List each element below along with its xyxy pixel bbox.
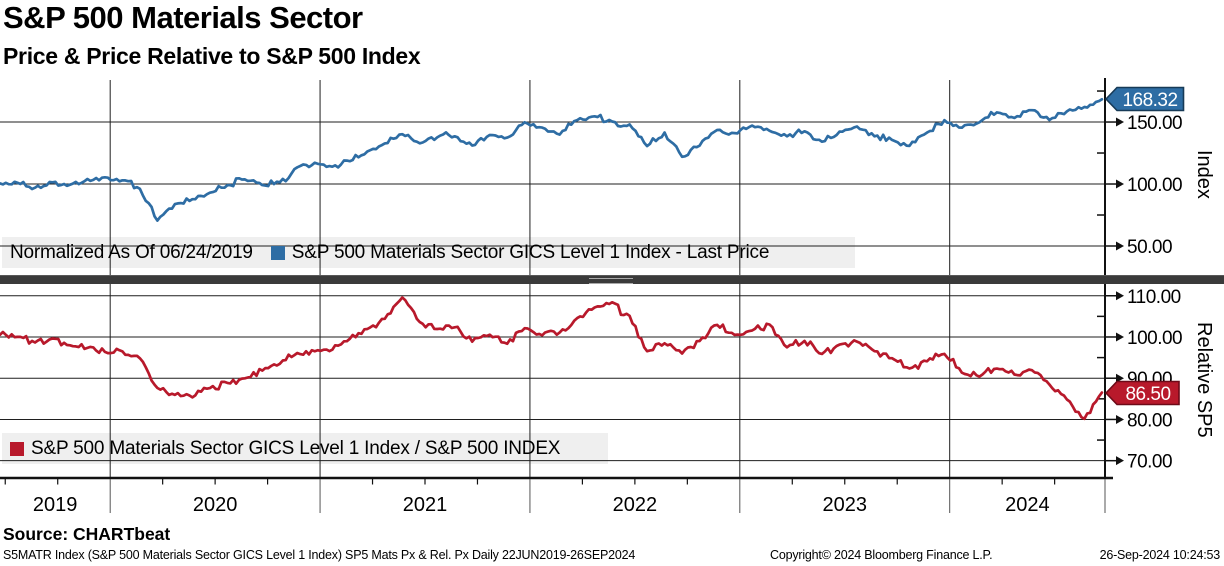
y-tick-label: 70.00 xyxy=(1127,452,1172,473)
splitter-drag-handle[interactable] xyxy=(589,278,633,284)
y-tick-arrow xyxy=(1116,117,1124,127)
x-year-label: 2023 xyxy=(823,494,868,516)
badge-shape xyxy=(1104,380,1180,406)
legend-label-price: S&P 500 Materials Sector GICS Level 1 In… xyxy=(291,242,770,263)
footer-ticker-description: S5MATR Index (S&P 500 Materials Sector G… xyxy=(3,548,636,562)
series-line-relative-to-sp500 xyxy=(0,296,1104,421)
page-subtitle: Price & Price Relative to S&P 500 Index xyxy=(3,43,421,69)
footer-copyright: Copyright© 2024 Bloomberg Finance L.P. xyxy=(770,548,993,562)
x-year-label: 2021 xyxy=(403,494,448,516)
y-tick-arrow xyxy=(1116,179,1124,189)
y-tick-label: 100.00 xyxy=(1127,175,1182,196)
normalized-note: Normalized As Of 06/24/2019 xyxy=(10,242,253,263)
legend-swatch-blue xyxy=(270,246,285,260)
y-tick-label: 80.00 xyxy=(1127,410,1172,431)
y-tick-label: 100.00 xyxy=(1127,328,1182,349)
x-year-label: 2024 xyxy=(1005,494,1050,516)
legend-background xyxy=(2,237,855,268)
y-tick-label: 50.00 xyxy=(1127,237,1172,258)
badge-shape xyxy=(1104,86,1185,112)
x-year-label: 2022 xyxy=(613,494,658,516)
badge-value-red: 86.50 xyxy=(1125,384,1170,405)
legend-label-relative: S&P 500 Materials Sector GICS Level 1 In… xyxy=(31,438,561,459)
x-year-label: 2020 xyxy=(193,494,238,516)
source-attribution: Source: CHARTbeat xyxy=(3,524,171,544)
y-tick-label: 110.00 xyxy=(1127,287,1181,308)
series-line-price-index xyxy=(0,97,1104,222)
badge-value-blue: 168.32 xyxy=(1122,90,1177,111)
legend-top-panel: Normalized As Of 06/24/2019 S&P 500 Mate… xyxy=(10,239,769,267)
y-tick-arrow xyxy=(1116,291,1124,301)
footer-timestamp: 26-Sep-2024 10:24:53 xyxy=(1099,548,1221,562)
y-tick-arrow xyxy=(1116,414,1124,424)
legend-bottom-panel: S&P 500 Materials Sector GICS Level 1 In… xyxy=(10,435,560,463)
y-axis-title-index: Index xyxy=(1193,150,1215,199)
y-tick-arrow xyxy=(1116,332,1124,342)
legend-background xyxy=(2,433,608,464)
y-tick-arrow xyxy=(1116,241,1124,251)
y-tick-arrow xyxy=(1116,456,1124,466)
last-price-badge-blue: 168.32 xyxy=(1104,86,1185,112)
y-axis-title-relative: Relative SP5 xyxy=(1193,322,1215,438)
panel-splitter xyxy=(0,275,1224,284)
y-tick-label: 150.00 xyxy=(1127,113,1182,134)
legend-swatch-red xyxy=(10,442,24,456)
last-price-badge-red: 86.50 xyxy=(1104,380,1180,406)
page-title: S&P 500 Materials Sector xyxy=(3,0,363,35)
y-tick-arrow xyxy=(1116,373,1124,383)
x-year-label: 2019 xyxy=(33,494,78,516)
